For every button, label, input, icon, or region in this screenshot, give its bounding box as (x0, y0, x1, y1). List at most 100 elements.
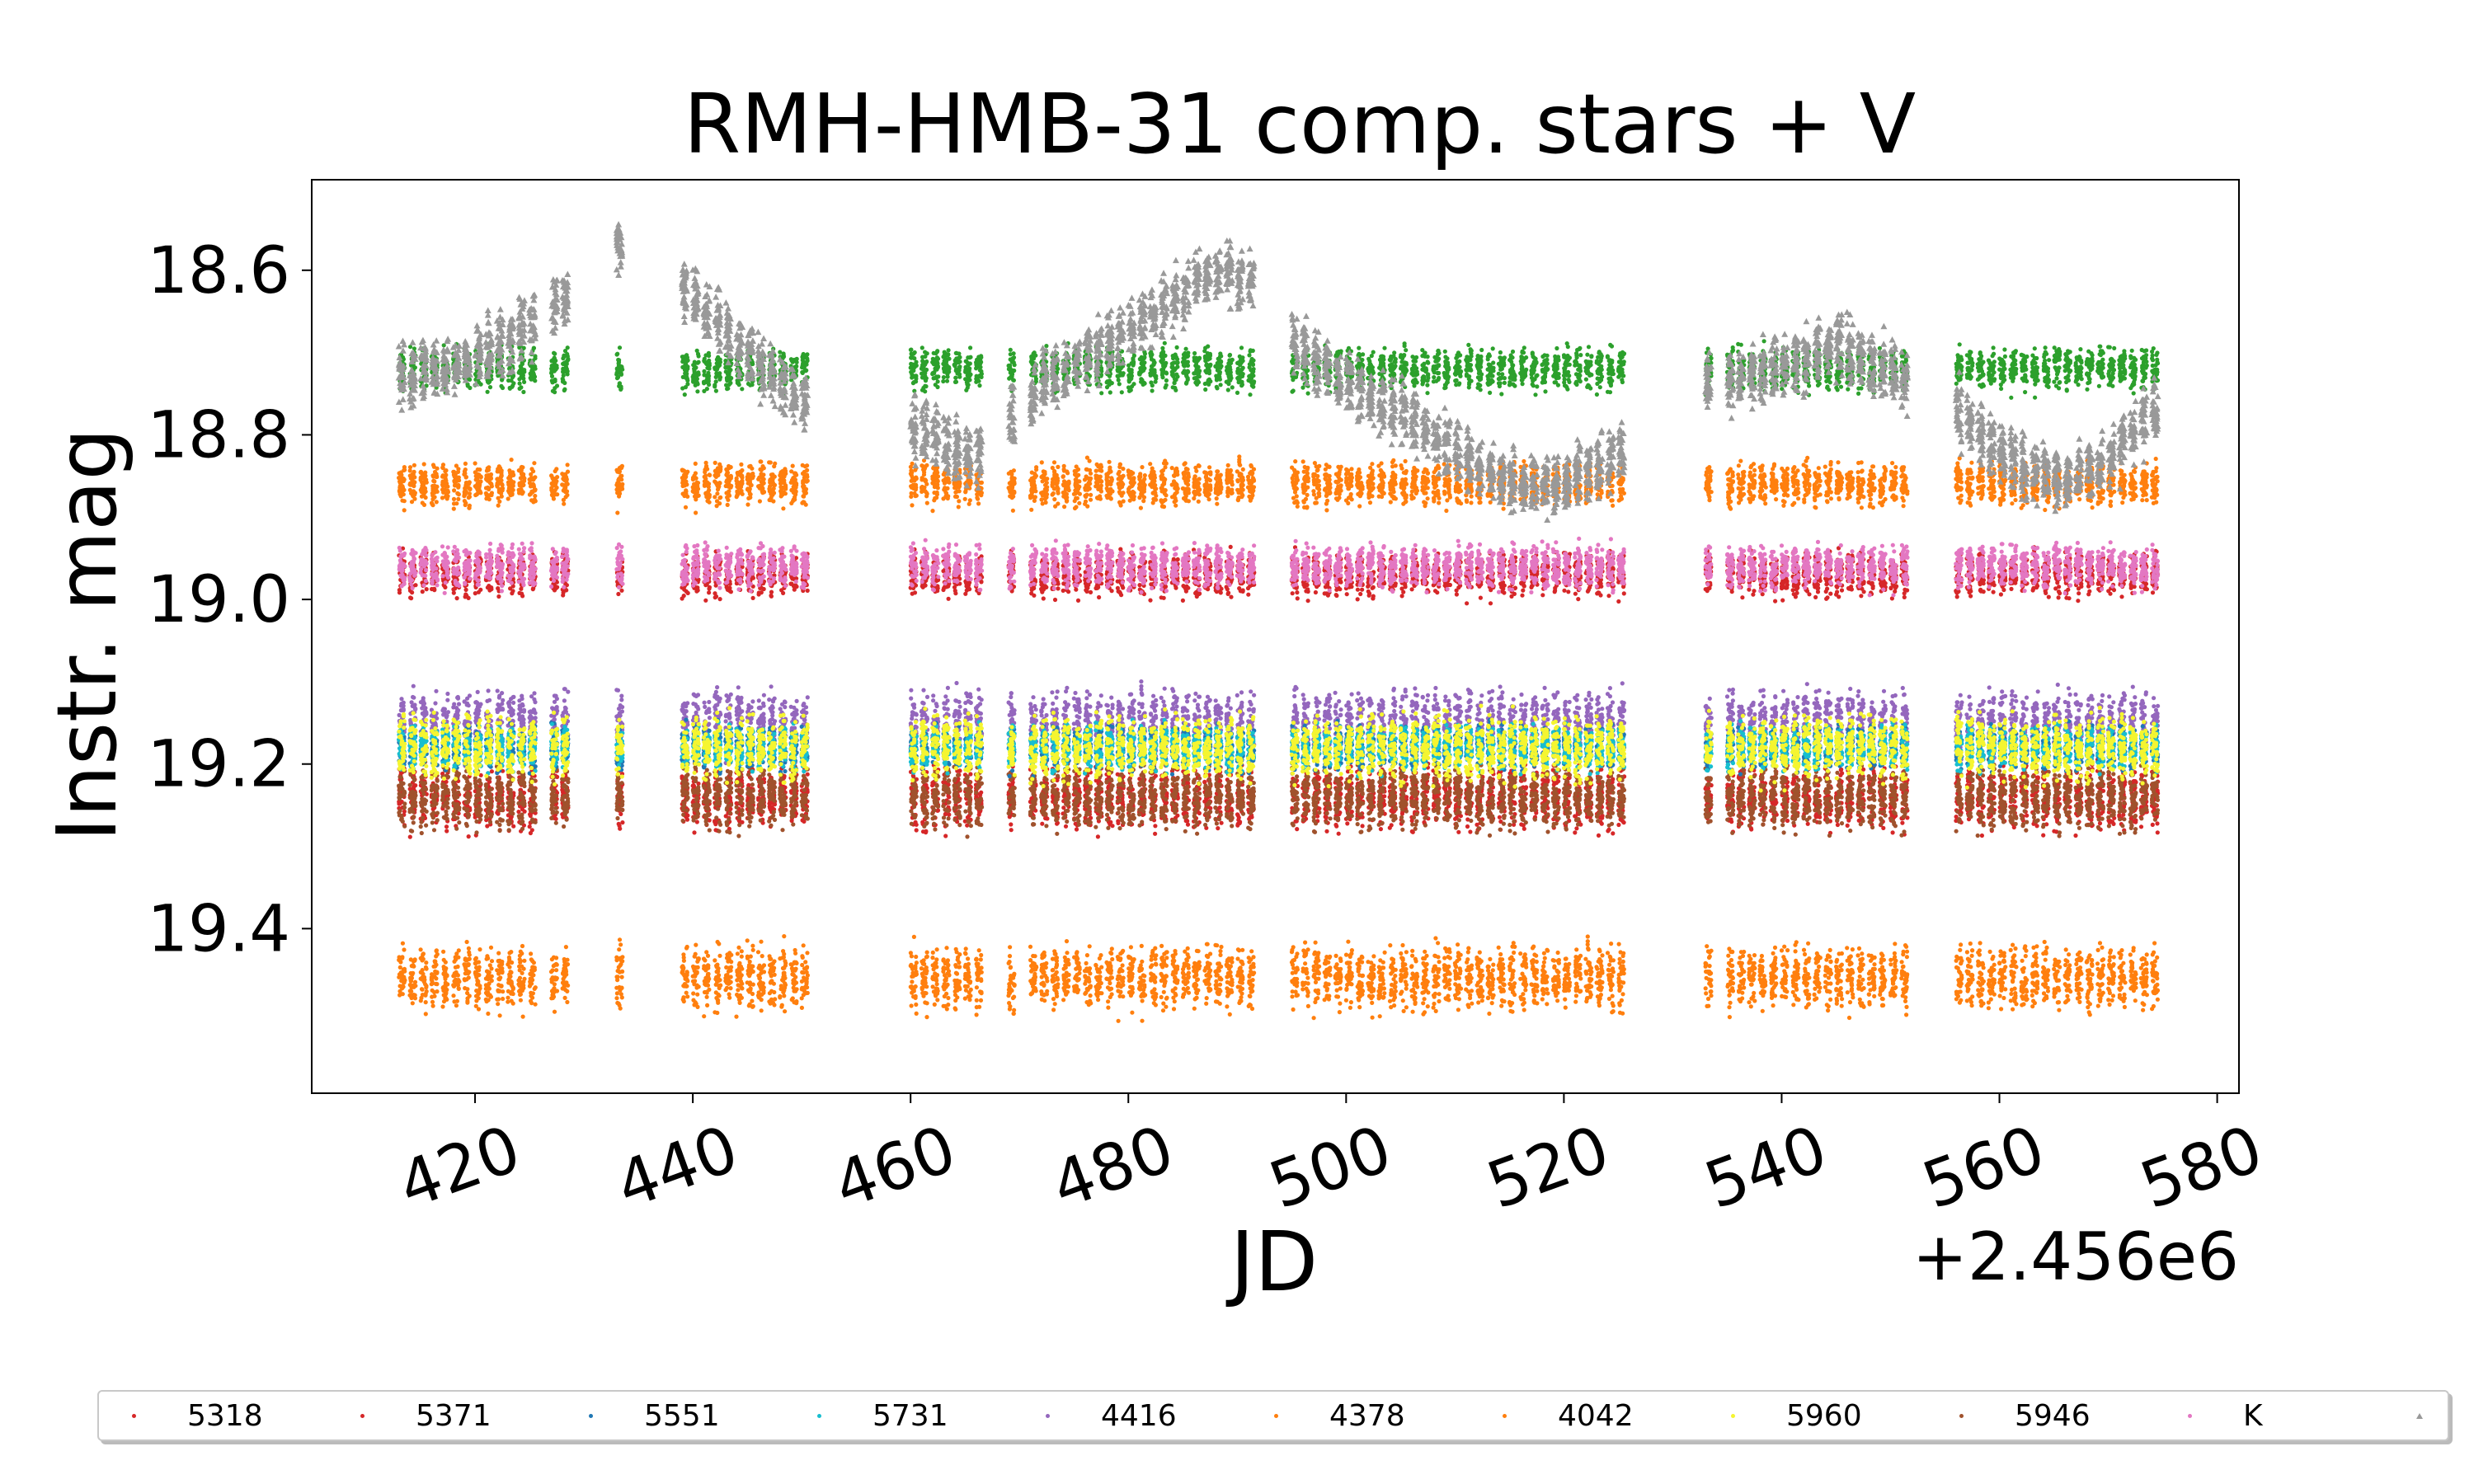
data-point-green (1203, 359, 1207, 363)
data-point-green (1453, 378, 1457, 383)
data-point-green (1173, 386, 1177, 390)
data-point-green (1499, 376, 1503, 380)
data-point-green (1577, 367, 1581, 371)
data-point-green (914, 373, 918, 378)
data-point-green (1455, 353, 1459, 357)
data-point-green (1011, 356, 1015, 360)
data-point-green (1497, 372, 1501, 376)
data-point-green (1404, 368, 1409, 372)
data-point-green (1423, 351, 1427, 355)
data-point-green (1959, 364, 1964, 369)
data-point-green (1520, 356, 1524, 360)
data-point-green (1197, 380, 1201, 384)
data-point-green (1609, 383, 1613, 387)
data-point-green (1181, 371, 1185, 375)
data-point-green (930, 372, 934, 376)
data-point-green (1596, 377, 1600, 381)
data-point-green (1219, 383, 1223, 387)
data-point-green (1968, 357, 1972, 361)
data-point-green (913, 365, 917, 369)
data-point-green (1236, 378, 1240, 382)
data-point-green (1108, 390, 1112, 394)
data-point-green (947, 348, 951, 352)
data-point-green (1225, 380, 1229, 384)
data-point-green (1564, 373, 1569, 378)
data-point-green (694, 373, 698, 378)
data-point-green (1108, 378, 1112, 383)
data-point-green (1141, 368, 1145, 372)
data-point-green (616, 368, 620, 372)
data-point-green (1575, 355, 1579, 359)
data-point-green (1467, 374, 1471, 378)
data-point-green (1469, 350, 1473, 354)
data-point-green (1468, 364, 1472, 368)
data-point-green (1509, 356, 1513, 360)
data-point-green (1160, 371, 1164, 375)
data-point-green (975, 378, 979, 382)
data-point-green (1403, 344, 1407, 348)
data-point-green (1503, 381, 1507, 385)
data-point-green (1545, 358, 1549, 362)
data-point-green (1980, 361, 1984, 365)
data-point-green (975, 363, 979, 367)
data-point-green (1762, 339, 1766, 343)
data-point-green (1230, 358, 1235, 362)
data-point-green (1562, 380, 1566, 384)
data-point-green (707, 367, 711, 371)
data-point-green (725, 387, 729, 391)
data-point-green (618, 387, 623, 392)
data-point-green (703, 361, 708, 365)
data-point-green (1497, 381, 1501, 385)
data-point-green (1404, 361, 1408, 365)
data-point-green (1251, 359, 1255, 363)
data-point-green (1414, 355, 1418, 359)
data-point-green (1535, 384, 1539, 388)
data-point-green (1402, 354, 1406, 358)
data-point-green (521, 377, 525, 381)
data-point-green (1969, 368, 1973, 372)
data-point-green (1554, 380, 1558, 384)
data-point-green (1044, 344, 1048, 348)
data-point-green (1173, 381, 1177, 385)
data-point-green (1392, 350, 1396, 355)
data-point-green (1174, 353, 1178, 357)
data-point-green (684, 385, 688, 389)
data-point-green (941, 355, 945, 359)
data-point-green (1426, 373, 1430, 378)
data-point-green (713, 384, 717, 388)
data-point-green (1012, 351, 1016, 355)
data-point-green (1150, 383, 1155, 387)
data-point-green (1432, 379, 1436, 383)
data-point-green (1007, 367, 1011, 371)
data-point-green (1192, 351, 1197, 355)
data-point-green (1958, 342, 1962, 346)
data-point-green (614, 373, 618, 377)
data-point-green (1230, 385, 1235, 389)
data-point-green (1531, 350, 1535, 355)
data-point-green (692, 363, 696, 367)
data-point-green (1557, 372, 1561, 376)
data-point-green (1367, 359, 1371, 364)
data-point-green (957, 375, 962, 379)
data-point-green (1577, 377, 1581, 381)
data-point-green (941, 379, 945, 383)
data-point-green (1488, 365, 1492, 369)
data-point-green (942, 375, 946, 379)
data-point-green (1488, 378, 1492, 383)
data-point-green (1436, 371, 1440, 375)
data-point-green (1584, 378, 1588, 382)
data-point-green (1454, 373, 1458, 377)
data-point-green (953, 376, 957, 380)
data-point-green (1186, 364, 1190, 368)
data-point-green (1239, 358, 1243, 362)
data-point-green (1390, 362, 1394, 366)
data-point-green (1443, 375, 1447, 379)
data-point-green (1437, 376, 1441, 380)
data-point-green (684, 369, 689, 373)
data-point-green (695, 389, 699, 393)
data-point-green (1239, 345, 1244, 350)
data-point-green (511, 381, 515, 385)
data-point-green (1487, 352, 1491, 356)
data-point-green (1443, 350, 1447, 354)
data-point-green (553, 362, 557, 366)
